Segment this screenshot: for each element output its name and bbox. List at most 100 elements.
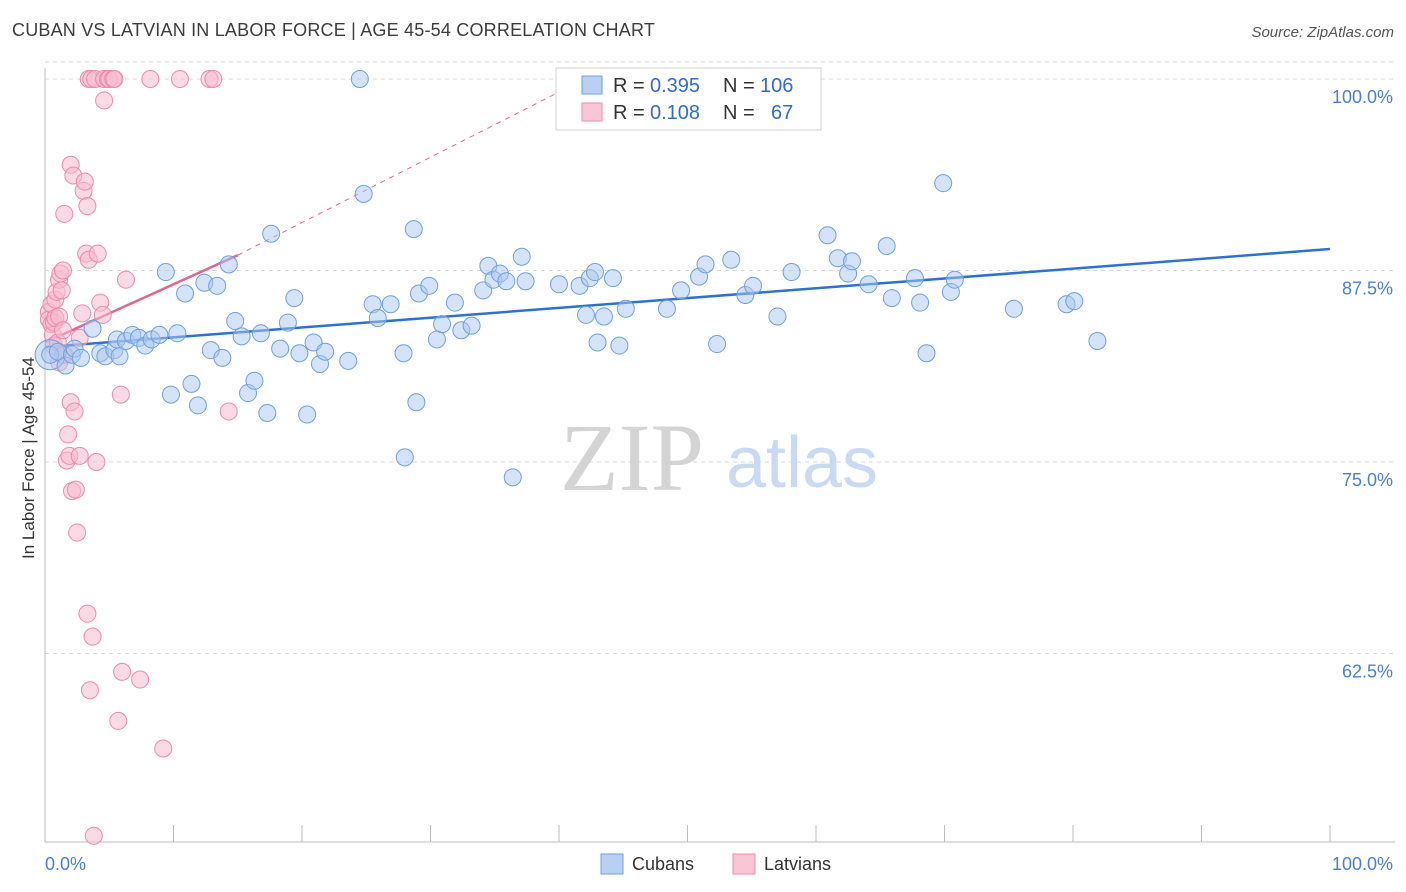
cubans-point	[462, 316, 481, 335]
axes	[44, 68, 1395, 843]
cubans-point	[744, 276, 763, 295]
cubans-point	[188, 396, 207, 415]
watermark-zip: ZIP	[560, 404, 704, 511]
cubans-point	[110, 347, 129, 366]
stats-legend: R = 0.395 N = 106 R = 0.108 N = 67	[555, 67, 822, 131]
legend-n-value-latvians: 67	[771, 102, 793, 124]
latvians-point	[84, 826, 103, 845]
cubans-point	[696, 255, 715, 274]
x-tick-label-1: 100.0%	[1332, 854, 1393, 874]
cubans-point	[818, 226, 837, 245]
cubans-point	[672, 281, 691, 300]
latvians-point	[66, 480, 85, 499]
cubans-points	[34, 70, 1107, 487]
legend-swatch-latvians	[581, 102, 603, 122]
latvians-point	[87, 453, 106, 471]
latvians-point	[170, 70, 189, 88]
latvians-point	[68, 523, 87, 542]
bottom-legend-label-latvians: Latvians	[764, 854, 831, 874]
cubans-point	[497, 272, 516, 291]
cubans-point	[219, 255, 238, 274]
legend-n-label-latvians: N =	[723, 102, 755, 124]
cubans-point	[722, 250, 741, 269]
y-tick-label-2: 87.5%	[1342, 279, 1393, 299]
latvians-point	[53, 261, 72, 280]
cubans-point	[594, 307, 613, 326]
cubans-point	[278, 313, 297, 332]
cubans-point	[262, 224, 281, 243]
cubans-point	[213, 348, 232, 367]
latvians-point	[95, 91, 114, 110]
cubans-point	[368, 308, 387, 327]
latvians-point	[154, 739, 173, 758]
cubans-point	[610, 336, 629, 355]
legend-r-label-latvians: R =	[613, 102, 645, 124]
cubans-point	[768, 307, 787, 326]
cubans-point	[316, 342, 335, 361]
cubans-point	[339, 351, 358, 370]
bottom-legend-swatch-latvians	[732, 853, 756, 875]
cubans-point	[251, 324, 270, 343]
cubans-point	[285, 289, 304, 308]
latvians-point	[131, 670, 150, 689]
cubans-point	[290, 344, 309, 363]
chart-source: Source: ZipAtlas.com	[1251, 24, 1394, 41]
cubans-point	[150, 325, 169, 344]
cubans-point	[616, 299, 635, 318]
latvians-trendline	[44, 254, 239, 344]
cubans-point	[445, 293, 464, 312]
cubans-point	[394, 344, 413, 363]
cubans-point	[782, 263, 801, 282]
cubans-point	[934, 174, 953, 193]
cubans-point	[226, 312, 245, 331]
cubans-point	[71, 348, 90, 367]
cubans-point	[945, 270, 964, 289]
latvians-point	[116, 270, 135, 289]
cubans-point	[603, 269, 622, 288]
y-axis-title: In Labor Force | Age 45-54	[19, 357, 38, 559]
cubans-point	[395, 448, 414, 467]
latvians-point	[59, 425, 78, 444]
cubans-point	[708, 335, 727, 354]
bottom-legend-label-cubans: Cubans	[632, 854, 694, 874]
legend-swatch-cubans	[581, 75, 603, 95]
latvians-point	[70, 446, 89, 465]
cubans-point	[350, 70, 369, 88]
cubans-point	[550, 275, 568, 294]
cubans-point	[882, 289, 901, 308]
cubans-point	[298, 405, 317, 424]
latvians-point	[141, 70, 160, 88]
cubans-point	[156, 263, 175, 282]
cubans-point	[516, 272, 535, 291]
cubans-point	[576, 305, 595, 324]
latvians-point	[83, 627, 102, 646]
latvians-point	[75, 172, 94, 191]
latvians-point	[53, 321, 72, 340]
latvians-point	[78, 604, 97, 623]
latvians-point	[73, 304, 92, 323]
chart-title: CUBAN VS LATVIAN IN LABOR FORCE | AGE 45…	[12, 20, 656, 40]
cubans-point	[911, 293, 930, 312]
cubans-point	[83, 319, 102, 338]
cubans-point	[420, 276, 439, 295]
cubans-point	[354, 184, 373, 203]
cubans-point	[208, 276, 227, 295]
legend-r-value-cubans: 0.395	[650, 75, 700, 97]
x-tick-label-0: 0.0%	[45, 854, 86, 874]
bottom-legend: Cubans Latvians	[600, 853, 831, 875]
cubans-point	[168, 324, 187, 343]
cubans-point	[407, 393, 426, 412]
latvians-point	[52, 281, 71, 300]
legend-n-value-cubans: 106	[760, 75, 793, 97]
cubans-point	[512, 247, 531, 266]
cubans-point	[657, 299, 676, 318]
cubans-point	[404, 220, 423, 239]
cubans-point	[1088, 331, 1107, 350]
cubans-point	[1065, 292, 1084, 311]
cubans-point	[245, 371, 264, 390]
cubans-point	[588, 333, 607, 352]
bottom-legend-swatch-cubans	[600, 853, 624, 875]
y-tick-label-0: 62.5%	[1342, 662, 1393, 682]
latvians-point	[88, 244, 107, 263]
